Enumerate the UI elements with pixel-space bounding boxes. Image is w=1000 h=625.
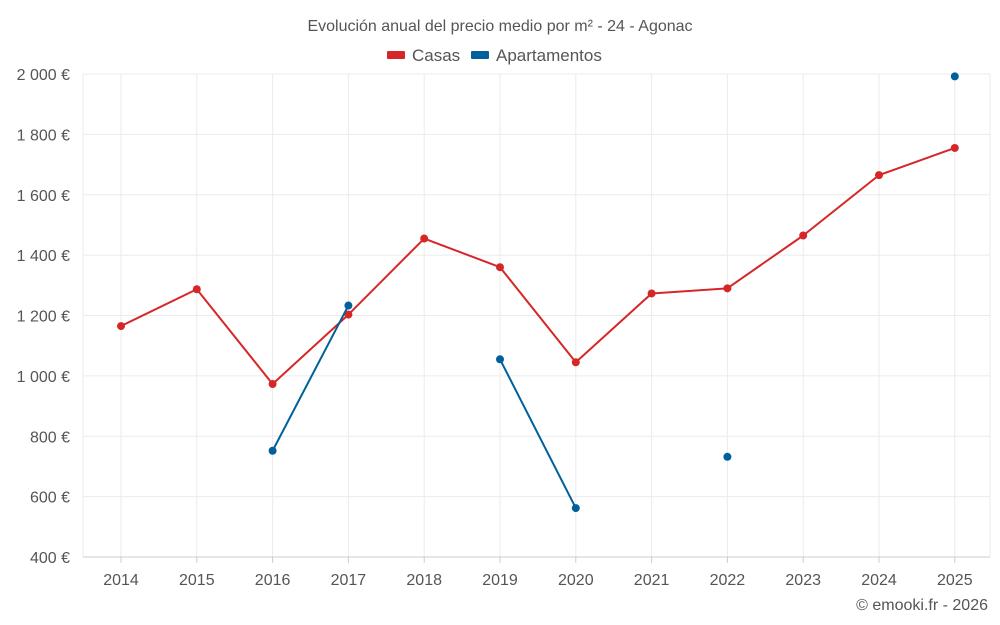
y-tick-label-1800: 1 800 €	[17, 127, 70, 144]
point-casas-2020	[571, 358, 580, 367]
x-axis: 2014 2015 2016 2017 2018 2019 2020 2021 2022 2023…	[83, 556, 990, 589]
legend-item-casas[interactable]: Casas	[387, 46, 460, 65]
line-segment-casas-2020	[574, 292, 653, 364]
point-apartamentos-2017	[344, 301, 353, 310]
y-tick-label-1000: 1 000 €	[17, 369, 70, 386]
point-casas-2024	[875, 171, 883, 180]
y-tick-label-1400: 1 400 €	[17, 248, 70, 265]
x-tick-label-2014: 2014	[103, 572, 139, 589]
line-segment-apartamentos-2016	[271, 304, 350, 452]
x-tick-label-2024: 2024	[861, 572, 897, 589]
point-casas-2015	[192, 285, 201, 294]
y-axis: 400 € 600 € 800 € 1 000 € 1 200 € 1 400 € 1 60…	[17, 67, 70, 567]
point-apartamentos-2016	[268, 446, 277, 455]
series-casas	[117, 143, 959, 389]
legend-swatch-apartamentos	[471, 51, 489, 59]
point-casas-2017	[344, 310, 353, 319]
point-apartamentos-2025	[950, 72, 959, 81]
point-casas-2018	[420, 234, 429, 243]
line-segment-casas-2017	[347, 237, 426, 316]
point-casas-2021	[647, 289, 656, 298]
line-segment-casas-2021	[650, 287, 729, 295]
legend-label-casas: Casas	[412, 46, 460, 65]
x-tick-label-2020: 2020	[558, 572, 594, 589]
y-tick-label-1200: 1 200 €	[17, 309, 70, 326]
point-casas-2022	[723, 284, 732, 293]
point-casas-2019	[496, 263, 504, 272]
x-tick-label-2022: 2022	[710, 572, 746, 589]
line-segment-casas-2019	[499, 266, 577, 364]
point-casas-2023	[799, 231, 808, 240]
x-tick-label-2015: 2015	[179, 572, 215, 589]
x-tick-label-2025: 2025	[937, 572, 973, 589]
series-apartamentos	[268, 72, 959, 513]
credit-text: © emooki.fr - 2026	[856, 597, 988, 614]
legend-label-apartamentos: Apartamentos	[496, 46, 602, 65]
y-tick-label-800: 800 €	[30, 429, 70, 446]
line-segment-casas-2015	[195, 288, 274, 386]
legend[interactable]: Casas Apartamentos	[387, 46, 602, 65]
line-segment-casas-2023	[802, 174, 880, 237]
y-tick-label-600: 600 €	[30, 490, 70, 507]
x-tick-label-2023: 2023	[785, 572, 821, 589]
y-tick-label-2000: 2 000 €	[17, 67, 70, 84]
line-segment-casas-2018	[423, 237, 501, 269]
x-tick-label-2017: 2017	[331, 572, 367, 589]
y-tick-label-400: 400 €	[30, 550, 70, 567]
legend-swatch-casas	[387, 51, 405, 59]
point-apartamentos-2022	[723, 452, 732, 461]
x-tick-label-2019: 2019	[482, 572, 518, 589]
line-segment-casas-2016	[271, 313, 350, 386]
x-tick-label-2018: 2018	[406, 572, 442, 589]
x-tick-label-2021: 2021	[634, 572, 670, 589]
x-tick-label-2016: 2016	[255, 572, 291, 589]
point-casas-2016	[268, 380, 277, 389]
point-apartamentos-2020	[571, 504, 580, 513]
point-apartamentos-2019	[496, 355, 504, 364]
line-segment-casas-2022	[726, 234, 805, 290]
y-tick-label-1600: 1 600 €	[17, 188, 70, 205]
point-casas-2025	[950, 143, 959, 152]
grid	[82, 73, 991, 557]
line-segment-casas-2024	[878, 146, 956, 177]
chart-title: Evolución anual del precio medio por m² …	[307, 18, 692, 35]
series-layer	[117, 72, 959, 513]
line-segment-casas-2014	[120, 288, 198, 328]
point-casas-2014	[117, 322, 125, 331]
line-segment-apartamentos-2019	[499, 358, 577, 510]
legend-item-apartamentos[interactable]: Apartamentos	[471, 46, 602, 65]
